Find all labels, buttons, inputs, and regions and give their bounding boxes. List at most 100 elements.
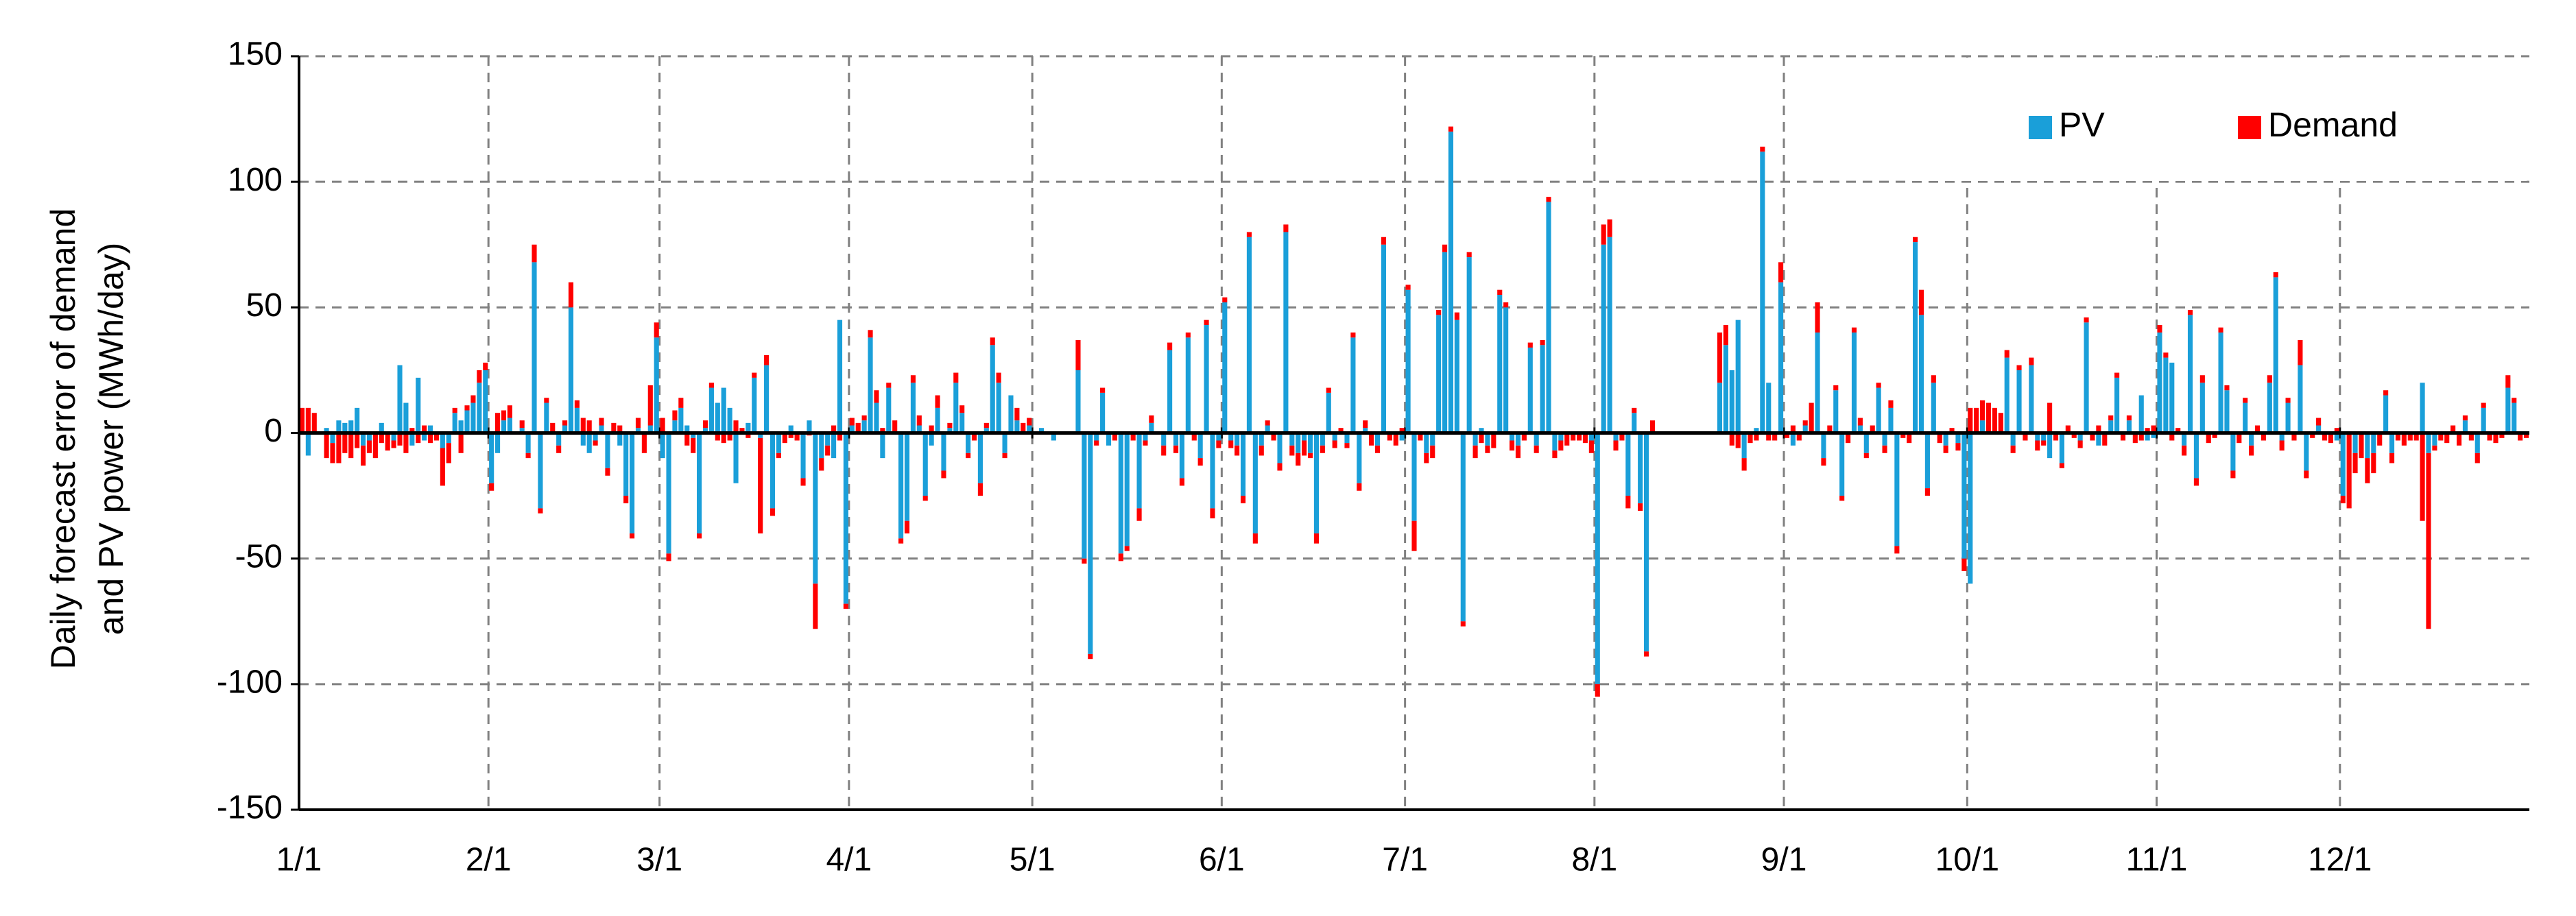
bar [2365,433,2370,459]
bar [2481,402,2486,408]
bar [1216,433,1221,441]
bar [1815,332,1820,433]
bar [898,433,904,539]
bar [886,383,892,388]
bar [1252,533,1258,544]
bar [2065,425,2071,433]
bar [507,418,512,433]
bar [544,398,549,403]
bar [544,402,549,433]
bar [568,282,574,308]
bar [2182,433,2187,446]
bar [366,433,372,441]
bar [556,433,562,446]
bar [2059,433,2064,463]
bar [2487,433,2492,441]
bar [2512,398,2517,403]
bar [2456,433,2462,446]
bar [855,422,861,433]
bar [935,395,940,408]
bar [1167,342,1173,350]
bar [1509,433,1515,441]
bar [2249,433,2254,446]
bar [427,425,433,433]
bar [2444,433,2450,444]
bar [1222,297,1228,303]
bar [2193,478,2199,486]
bar [538,433,543,509]
bar [2389,433,2395,453]
bar [1638,503,1643,511]
bar [311,413,317,433]
y-tick-label: -150 [217,790,283,826]
bar [2518,433,2523,441]
bar [1534,433,1539,446]
bar [831,425,837,433]
bar [1424,453,1429,463]
bar [880,428,885,433]
bar [2340,433,2346,496]
bar [1136,433,1142,509]
bar [874,390,879,403]
bar [953,372,959,383]
bar [470,402,476,433]
bar [1527,347,1533,433]
bar [538,508,543,514]
bar [2426,453,2431,629]
bar [770,433,776,509]
bar [1503,302,1509,308]
bar [2132,433,2138,444]
bar [599,418,604,426]
bar [977,483,983,496]
bar [1008,395,1014,433]
bar [391,440,396,448]
bar [1943,433,1948,446]
bar [489,483,494,491]
bar [886,387,892,433]
bar [1546,197,1551,202]
bar [1320,445,1325,453]
bar [532,244,537,263]
bar [1161,445,1167,456]
bar [2493,433,2499,444]
bar [519,420,525,429]
bar [1918,289,1924,315]
bar [1717,332,1723,383]
bar [1210,433,1215,509]
bar [1014,407,1020,421]
bar [1851,327,1857,333]
bar [556,445,562,453]
bar [1381,244,1387,433]
bar [849,425,855,433]
bar [1002,433,1007,453]
bar [1723,345,1728,433]
y-tick-label: 0 [264,413,283,449]
bar [2218,327,2223,333]
bar [2212,433,2217,438]
bar [1760,152,1765,433]
bar [1204,320,1209,325]
bar [678,398,684,408]
bar [2505,387,2511,433]
bar [861,415,867,421]
bar [1277,463,1283,471]
bar [1540,339,1545,346]
bar [2016,370,2022,433]
bar [2298,365,2303,433]
bar [1515,433,1521,446]
bar [1302,440,1307,456]
bar [2169,362,2175,433]
bar [1430,433,1435,446]
bar [1924,433,1930,489]
bar [1924,488,1930,496]
bar [2407,433,2413,441]
bar [1197,433,1203,459]
legend-background [1912,58,2527,181]
bar [758,437,763,534]
bar [2120,433,2126,441]
bar [1907,433,1912,444]
bar [1802,420,1808,426]
bar [1466,257,1472,433]
bar [1863,453,1869,459]
bar [1876,383,1881,388]
